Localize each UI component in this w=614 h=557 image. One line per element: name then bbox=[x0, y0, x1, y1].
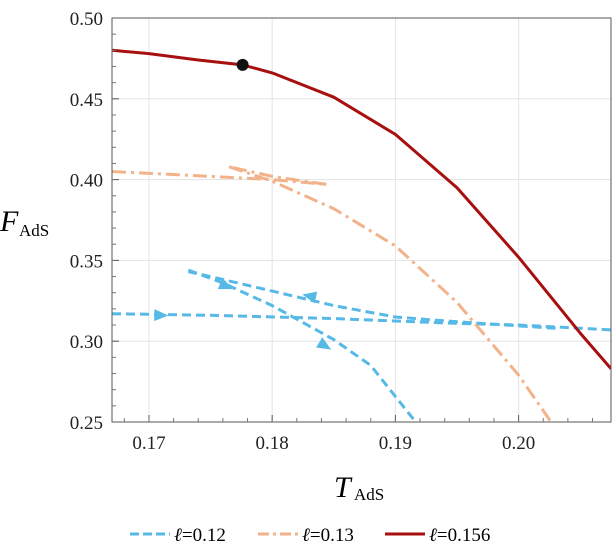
x-tick-label: 0.19 bbox=[379, 433, 412, 454]
legend-label: ℓ=0.156 bbox=[429, 525, 490, 546]
y-tick-label: 0.50 bbox=[70, 9, 103, 30]
ticks: 0.17 0.18 0.19 0.20 0.25 0.30 0.35 0.40 0.45 0.50 bbox=[70, 9, 594, 454]
grid bbox=[112, 18, 611, 422]
x-axis-label-subscript: AdS bbox=[354, 485, 384, 504]
x-tick-label: 0.20 bbox=[502, 433, 535, 454]
legend-label: ℓ=0.12 bbox=[174, 525, 226, 546]
x-tick-label: 0.17 bbox=[132, 433, 165, 454]
plot-frame bbox=[111, 17, 612, 423]
legend-label: ℓ=0.13 bbox=[302, 525, 354, 546]
y-tick-label: 0.30 bbox=[70, 332, 103, 353]
direction-arrow bbox=[217, 278, 234, 290]
y-axis-label: F bbox=[0, 205, 19, 238]
y-tick-label: 0.35 bbox=[70, 251, 103, 272]
y-tick-label: 0.25 bbox=[70, 413, 103, 434]
y-tick-label: 0.45 bbox=[70, 90, 103, 111]
series-line bbox=[228, 165, 327, 186]
direction-arrow bbox=[316, 337, 332, 350]
series-line bbox=[228, 165, 553, 422]
direction-arrow bbox=[302, 291, 318, 304]
transition-point-marker bbox=[236, 58, 249, 71]
series-group bbox=[112, 48, 611, 422]
series-line bbox=[188, 270, 556, 330]
series-line bbox=[112, 170, 327, 186]
legend: ℓ=0.12 ℓ=0.13 ℓ=0.156 bbox=[130, 525, 490, 546]
marker-group bbox=[236, 58, 249, 71]
x-tick-label: 0.18 bbox=[256, 433, 289, 454]
direction-arrow bbox=[154, 309, 169, 322]
x-axis-label: T bbox=[334, 471, 353, 504]
y-axis-label-subscript: AdS bbox=[19, 221, 49, 240]
series-line bbox=[112, 48, 611, 370]
y-tick-label: 0.40 bbox=[70, 171, 103, 192]
